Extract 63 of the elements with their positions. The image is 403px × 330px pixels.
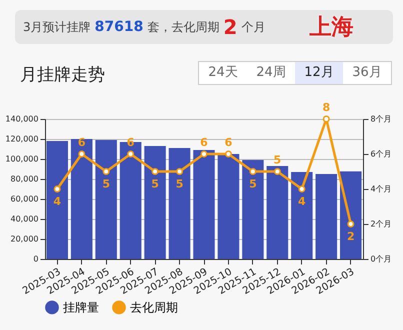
text: 12月 <box>295 62 343 84</box>
point <box>78 150 86 158</box>
y2-tick-label: 6个月 <box>370 150 392 158</box>
point <box>176 168 184 175</box>
y-tick-label: 80,000 <box>10 174 38 184</box>
y2-tick-label: 0个月 <box>370 254 392 264</box>
bar <box>340 171 362 259</box>
y-tick-label: 60,000 <box>10 194 38 204</box>
point <box>249 168 256 175</box>
data-label: 4 <box>53 195 62 208</box>
text: 2 <box>223 15 238 39</box>
chart-title: 月挂牌走势 <box>20 64 105 86</box>
point <box>298 186 306 192</box>
bar <box>46 141 68 259</box>
point <box>224 150 232 158</box>
point <box>127 150 134 158</box>
y-tick-label: 100,000 <box>5 154 38 164</box>
point <box>347 220 354 228</box>
bar <box>168 148 190 259</box>
point <box>102 168 110 175</box>
bar <box>193 150 215 259</box>
point <box>274 168 281 175</box>
text: 87618 <box>94 19 144 35</box>
bar <box>316 174 338 259</box>
data-label: 5 <box>176 178 184 190</box>
point <box>322 116 330 122</box>
text: 套，去化周期 <box>147 18 220 36</box>
bar <box>95 140 117 259</box>
y2-tick-label: 8个月 <box>370 114 392 124</box>
data-label: 5 <box>249 178 257 190</box>
text: 3月预计挂牌 <box>23 18 91 36</box>
data-label: 6 <box>224 136 233 149</box>
data-label: 8 <box>322 101 330 114</box>
bar <box>218 154 240 259</box>
text: 24周 <box>255 64 287 82</box>
legend-label: 去化周期 <box>130 300 178 314</box>
y2-tick-label: 2个月 <box>370 220 392 228</box>
text: 36月 <box>351 64 383 82</box>
data-label: 6 <box>78 136 86 149</box>
data-label: 5 <box>274 154 282 166</box>
bar <box>70 139 92 259</box>
y-tick-label: 40,000 <box>10 214 38 224</box>
bar <box>144 146 166 259</box>
point <box>54 186 61 192</box>
text: 上海 <box>309 14 354 42</box>
y-tick-label: 120,000 <box>5 134 38 144</box>
y-tick-label: 140,000 <box>5 114 38 124</box>
y-tick-label: 20,000 <box>10 234 38 244</box>
bar <box>266 166 288 259</box>
data-label: 5 <box>151 178 159 190</box>
point <box>200 150 208 158</box>
y2-tick-label: 4个月 <box>370 184 392 194</box>
y-tick-label: 0 <box>33 254 38 264</box>
bar <box>291 172 313 259</box>
point <box>152 168 159 175</box>
data-label: 4 <box>298 195 306 208</box>
data-label: 6 <box>200 136 208 149</box>
text: 24天 <box>207 64 239 82</box>
bar <box>242 160 264 259</box>
data-label: 5 <box>102 178 110 190</box>
legend-label: 挂牌量 <box>63 300 99 314</box>
text: 个月 <box>241 18 266 36</box>
data-label: 2 <box>346 230 355 243</box>
